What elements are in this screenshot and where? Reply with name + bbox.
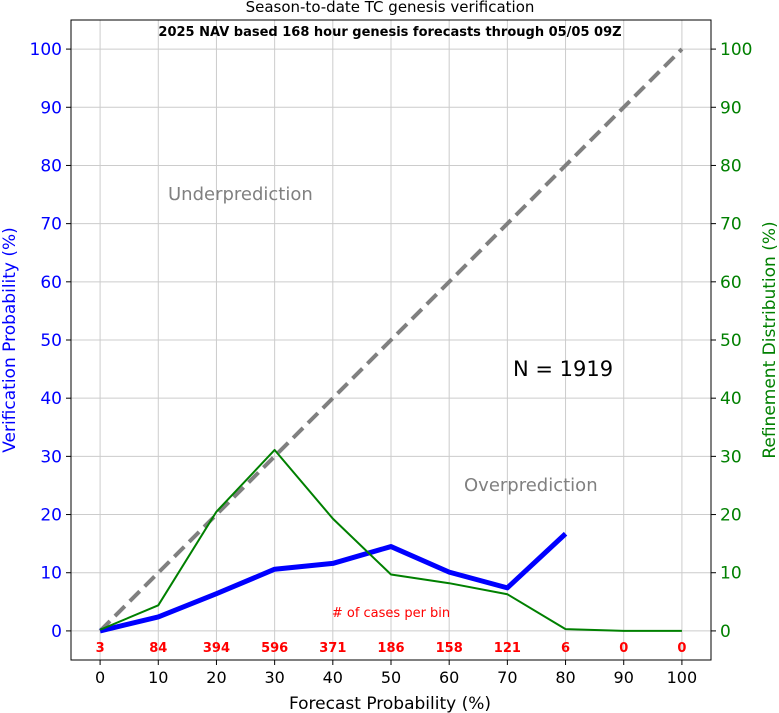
y-left-tick-label: 80	[40, 156, 62, 176]
y-axis-right-label: Refinement Distribution (%)	[760, 221, 779, 458]
y-left-tick-label: 40	[40, 389, 62, 409]
x-tick-label: 40	[323, 668, 343, 687]
x-tick-label: 60	[439, 668, 459, 687]
y-left-tick-label: 50	[40, 331, 62, 351]
chart-title: Season-to-date TC genesis verification	[246, 0, 535, 16]
case-count-label: 0	[677, 641, 686, 656]
series-group	[98, 47, 684, 634]
x-tick-label: 30	[264, 668, 284, 687]
y-axis-left-label: Verification Probability (%)	[0, 227, 20, 453]
refinement-distribution-line	[99, 448, 682, 632]
grid	[71, 20, 711, 660]
case-count-label: 186	[377, 641, 404, 656]
x-tick-label: 90	[614, 668, 634, 687]
cases-per-bin-label: # of cases per bin	[332, 606, 450, 621]
underprediction-annotation: Underprediction	[168, 184, 313, 205]
x-tick-label: 70	[497, 668, 517, 687]
y-left-tick-label: 10	[40, 564, 62, 584]
verification-probability-line	[99, 531, 568, 634]
y-right-tick-label: 0	[720, 622, 731, 642]
y-left-tick-label: 30	[40, 447, 62, 467]
x-tick-label: 10	[148, 668, 168, 687]
y-right-tick-label: 40	[720, 389, 742, 409]
chart-subtitle: 2025 NAV based 168 hour genesis forecast…	[158, 25, 621, 40]
y-left-tick-label: 90	[40, 98, 62, 118]
sample-size-annotation: N = 1919	[513, 357, 613, 381]
y-right-tick-label: 90	[720, 98, 742, 118]
y-right-tick-label: 100	[720, 40, 752, 60]
y-right-tick-label: 10	[720, 564, 742, 584]
y-left-tick-label: 100	[30, 40, 62, 60]
case-count-label: 371	[319, 641, 346, 656]
x-tick-label: 50	[381, 668, 401, 687]
case-count-label: 0	[619, 641, 628, 656]
y-left-tick-label: 20	[40, 506, 62, 526]
y-left-tick-label: 70	[40, 215, 62, 235]
x-tick-label: 80	[555, 668, 575, 687]
y-left-tick-label: 60	[40, 273, 62, 293]
y-right-tick-label: 20	[720, 506, 742, 526]
x-tick-label: 100	[667, 668, 698, 687]
cases-per-bin-group: 3 84 394 596 371 186 158 121 6 0 0	[96, 641, 687, 656]
y-right-tick-label: 60	[720, 273, 742, 293]
x-tick-label: 0	[95, 668, 105, 687]
y-right-tick-label: 50	[720, 331, 742, 351]
y-right-tick-label: 70	[720, 215, 742, 235]
case-count-label: 121	[494, 641, 521, 656]
y-right-tick-label: 30	[720, 447, 742, 467]
x-axis-label: Forecast Probability (%)	[289, 694, 491, 713]
case-count-label: 596	[261, 641, 288, 656]
case-count-label: 3	[96, 641, 105, 656]
y-left-tick-label: 0	[51, 622, 62, 642]
overprediction-annotation: Overprediction	[464, 475, 598, 496]
perfect-reliability-line	[98, 47, 684, 633]
case-count-label: 158	[436, 641, 463, 656]
case-count-label: 84	[149, 641, 167, 656]
y-right-tick-label: 80	[720, 156, 742, 176]
case-count-label: 6	[561, 641, 570, 656]
case-count-label: 394	[203, 641, 230, 656]
x-tick-label: 20	[206, 668, 226, 687]
